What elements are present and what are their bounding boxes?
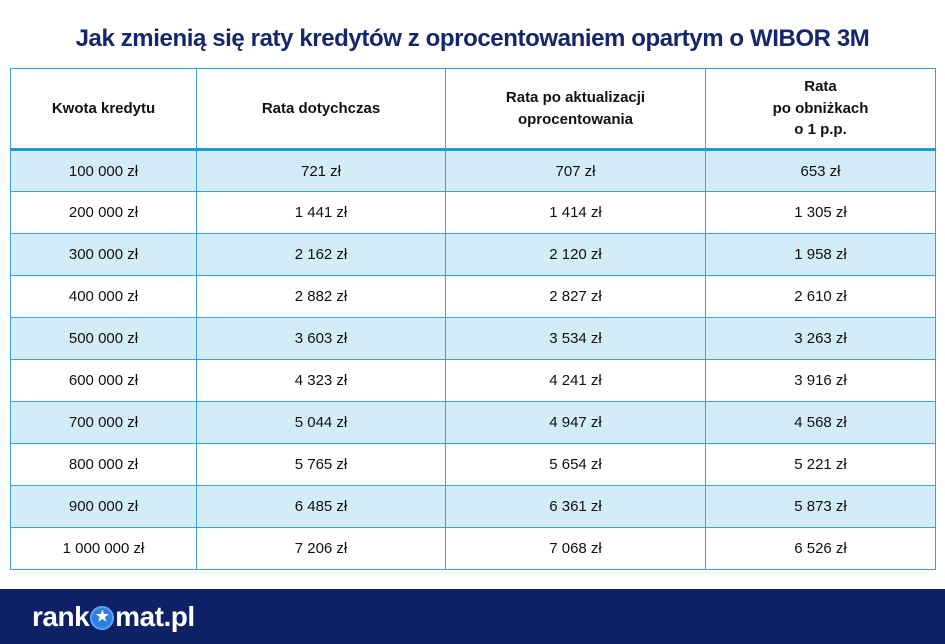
table-cell: 800 000 zł <box>10 443 197 486</box>
table-cell: 2 120 zł <box>445 233 706 276</box>
table-row: 1 000 000 zł 7 206 zł 7 068 zł 6 526 zł <box>10 527 936 570</box>
table-cell: 7 206 zł <box>196 527 446 570</box>
column-header-rata-dotychczas: Rata dotychczas <box>196 68 446 151</box>
table-cell: 5 044 zł <box>196 401 446 444</box>
table-row: 200 000 zł 1 441 zł 1 414 zł 1 305 zł <box>10 191 936 234</box>
table-cell: 2 162 zł <box>196 233 446 276</box>
table-row: 600 000 zł 4 323 zł 4 241 zł 3 916 zł <box>10 359 936 402</box>
table-cell: 500 000 zł <box>10 317 197 360</box>
table-header: Kwota kredytu Rata dotychczas Rata po ak… <box>10 68 936 151</box>
table-row: 800 000 zł 5 765 zł 5 654 zł 5 221 zł <box>10 443 936 486</box>
table-cell: 3 603 zł <box>196 317 446 360</box>
page-title: Jak zmienią się raty kredytów z oprocent… <box>75 25 870 52</box>
table-cell: 4 568 zł <box>705 401 936 444</box>
column-header-kwota-kredytu: Kwota kredytu <box>10 68 197 151</box>
logo-text-prefix: rank <box>32 600 90 632</box>
table-row: 500 000 zł 3 603 zł 3 534 zł 3 263 zł <box>10 317 936 360</box>
loan-rates-table: Kwota kredytu Rata dotychczas Rata po ak… <box>10 68 936 570</box>
table-row: 300 000 zł 2 162 zł 2 120 zł 1 958 zł <box>10 233 936 276</box>
table-cell: 3 916 zł <box>705 359 936 402</box>
table-cell: 7 068 zł <box>445 527 706 570</box>
logo-text-suffix: mat.pl <box>115 600 195 632</box>
column-header-rata-po-aktualizacji: Rata po aktualizacji oprocentowania <box>445 68 706 151</box>
column-header-rata-po-obnizkach: Rata po obniżkach o 1 p.p. <box>705 68 936 151</box>
table-body: 100 000 zł 721 zł 707 zł 653 zł 200 000 zł 1 … <box>10 149 936 570</box>
table-row: 100 000 zł 721 zł 707 zł 653 zł <box>10 149 936 192</box>
table-cell: 4 241 zł <box>445 359 706 402</box>
table-cell: 400 000 zł <box>10 275 197 318</box>
table-cell: 6 361 zł <box>445 485 706 528</box>
table-cell: 200 000 zł <box>10 191 197 234</box>
table-cell: 2 827 zł <box>445 275 706 318</box>
table-cell: 5 221 zł <box>705 443 936 486</box>
footer-bar: rank ★ mat.pl <box>0 589 945 644</box>
table-cell: 1 441 zł <box>196 191 446 234</box>
table-cell: 5 765 zł <box>196 443 446 486</box>
table-cell: 100 000 zł <box>10 149 197 192</box>
table-cell: 1 414 zł <box>445 191 706 234</box>
header-row: Kwota kredytu Rata dotychczas Rata po ak… <box>10 68 936 151</box>
table-cell: 3 534 zł <box>445 317 706 360</box>
table-cell: 1 000 000 zł <box>10 527 197 570</box>
table-cell: 6 526 zł <box>705 527 936 570</box>
table-cell: 300 000 zł <box>10 233 197 276</box>
table-cell: 2 610 zł <box>705 275 936 318</box>
table-cell: 2 882 zł <box>196 275 446 318</box>
table-cell: 3 263 zł <box>705 317 936 360</box>
table-cell: 707 zł <box>445 149 706 192</box>
table-cell: 900 000 zł <box>10 485 197 528</box>
star-icon: ★ <box>90 605 115 630</box>
table-cell: 5 654 zł <box>445 443 706 486</box>
table-row: 700 000 zł 5 044 zł 4 947 zł 4 568 zł <box>10 401 936 444</box>
table-cell: 1 305 zł <box>705 191 936 234</box>
table-row: 900 000 zł 6 485 zł 6 361 zł 5 873 zł <box>10 485 936 528</box>
table-cell: 4 323 zł <box>196 359 446 402</box>
table-cell: 6 485 zł <box>196 485 446 528</box>
star-glyph: ★ <box>95 608 109 625</box>
table-row: 400 000 zł 2 882 zł 2 827 zł 2 610 zł <box>10 275 936 318</box>
table-cell: 4 947 zł <box>445 401 706 444</box>
rankomat-logo: rank ★ mat.pl <box>32 600 195 632</box>
table-cell: 700 000 zł <box>10 401 197 444</box>
table-cell: 5 873 zł <box>705 485 936 528</box>
table-cell: 653 zł <box>705 149 936 192</box>
table-cell: 721 zł <box>196 149 446 192</box>
table-cell: 600 000 zł <box>10 359 197 402</box>
table-cell: 1 958 zł <box>705 233 936 276</box>
